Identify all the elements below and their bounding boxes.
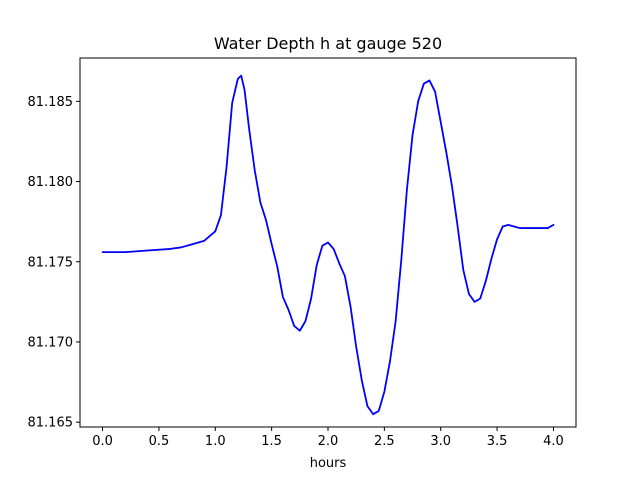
- plot-area: 0.0 0.5 1.0 1.5 2.0 2.5 3.0 3.5 4.0 81.165 81.170…: [28, 57, 577, 449]
- x-tick-label: 2.5: [374, 434, 395, 449]
- y-tick-label: 81.180: [28, 175, 74, 190]
- x-axis-ticks: 0.0 0.5 1.0 1.5 2.0 2.5 3.0 3.5 4.0: [92, 427, 564, 449]
- x-tick-label: 1.5: [261, 434, 282, 449]
- x-tick-label: 0.5: [149, 434, 170, 449]
- series-line-0: [101, 74, 555, 416]
- x-tick-label: 0.0: [92, 434, 113, 449]
- y-tick-label: 81.185: [28, 95, 74, 110]
- x-axis-label: hours: [310, 456, 347, 471]
- y-tick-label: 81.165: [28, 416, 74, 431]
- series-layer: [101, 74, 555, 416]
- y-axis-ticks: 81.165 81.170 81.175 81.180 81.185: [28, 95, 80, 431]
- x-tick-label: 1.0: [205, 434, 226, 449]
- chart-title: Water Depth h at gauge 520: [214, 34, 442, 53]
- x-tick-label: 3.5: [487, 434, 508, 449]
- x-tick-label: 2.0: [318, 434, 339, 449]
- x-tick-label: 3.0: [430, 434, 451, 449]
- x-tick-label: 4.0: [543, 434, 564, 449]
- y-tick-label: 81.175: [28, 255, 74, 270]
- y-tick-label: 81.170: [28, 335, 74, 350]
